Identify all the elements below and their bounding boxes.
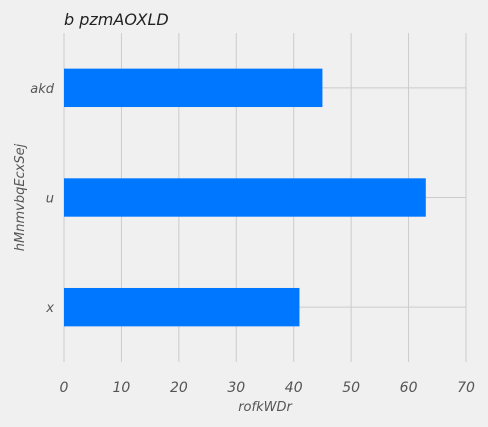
x-tick-label: 50 [342, 380, 360, 396]
category-label: u [46, 192, 54, 207]
x-tick-label: 70 [457, 380, 475, 396]
category-label: akd [30, 82, 54, 97]
x-tick-label: 40 [285, 380, 303, 396]
x-tick-label: 30 [227, 380, 245, 396]
x-axis-label: rofkWDr [238, 400, 293, 415]
bar-u [64, 178, 426, 217]
x-tick-labels: 0 10 20 30 40 50 60 70 [60, 380, 475, 396]
x-tick-label: 20 [170, 380, 188, 396]
x-tick-label: 60 [400, 380, 418, 396]
bar-akd [64, 68, 323, 108]
bars [64, 68, 426, 327]
y-axis-label: hMnmvbqEcxSej [13, 143, 28, 251]
category-label: x [45, 301, 54, 316]
bar-x [64, 287, 300, 327]
x-tick-label: 10 [113, 380, 131, 396]
category-labels: akd u x [30, 82, 54, 316]
chart-title: b pzmAOXLD [64, 10, 169, 29]
x-tick-label: 0 [60, 380, 69, 396]
